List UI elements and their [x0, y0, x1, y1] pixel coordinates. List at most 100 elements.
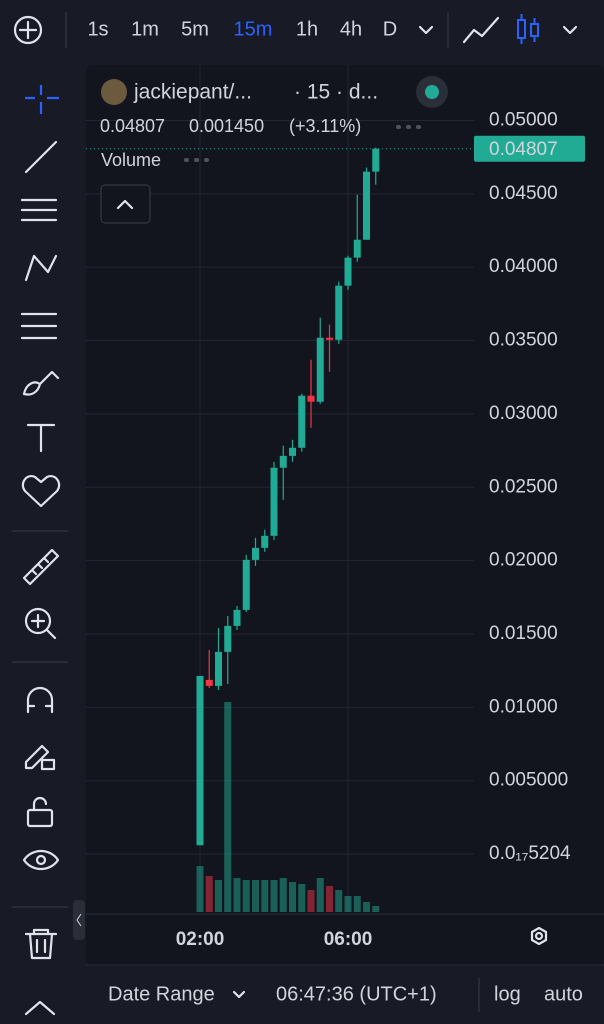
volume-bar: [298, 884, 306, 912]
status-dot: [425, 85, 439, 99]
price-tick-label: 0.04500: [489, 183, 558, 204]
interval-button[interactable]: 1s: [87, 18, 108, 40]
date-range[interactable]: Date Range: [108, 983, 215, 1005]
volume-bar: [224, 702, 232, 912]
candle-body: [353, 239, 361, 258]
candle-body: [261, 535, 269, 548]
chart-panel: [86, 65, 604, 965]
price-tick-label: 0.05000: [489, 109, 558, 130]
collapse-icon: [76, 913, 82, 927]
candle-body: [279, 455, 287, 468]
volume-bar: [196, 866, 204, 912]
lock-icon: [40, 758, 56, 771]
legend-change: 0.001450: [189, 116, 264, 136]
crosshair-tool[interactable]: [25, 85, 59, 114]
time-tick-label: 06:00: [324, 929, 373, 950]
remove-tool[interactable]: [24, 928, 58, 960]
interval-button[interactable]: 4h: [340, 18, 362, 40]
candle-body: [326, 337, 333, 340]
price-tick-label: 0.005000: [489, 770, 568, 791]
interval-button[interactable]: 1m: [131, 18, 159, 40]
zoom-icon: [30, 613, 57, 640]
candle-body: [252, 547, 259, 560]
lock-drawing-tool[interactable]: [24, 744, 50, 770]
horizontal-lines-tool[interactable]: [20, 198, 58, 222]
last-price-label: 0.04807: [489, 139, 558, 160]
chart-type-menu[interactable]: [562, 25, 578, 35]
zoom-tool[interactable]: [24, 607, 52, 635]
legend-close: 0.04807: [100, 116, 165, 136]
candle-body: [270, 467, 278, 536]
volume-bar: [279, 878, 287, 912]
symbol[interactable]: jackiepant/...: [133, 81, 252, 104]
ruler-tool[interactable]: [22, 548, 60, 586]
grid: [86, 65, 474, 912]
candle-body: [205, 679, 213, 686]
plot: [86, 147, 474, 912]
more-tools[interactable]: [24, 1000, 56, 1016]
collapse-sidebar[interactable]: [73, 900, 85, 940]
symbol-avatar: [101, 79, 127, 105]
text-tool[interactable]: [26, 423, 56, 453]
candle-body: [307, 395, 315, 402]
collapse-legend-icon: [116, 199, 134, 210]
volume-bar: [353, 896, 361, 912]
volume-bar: [372, 906, 380, 912]
unlock-icon: [32, 796, 48, 812]
magnet-tool[interactable]: [26, 686, 54, 714]
line-chart-button[interactable]: [462, 16, 500, 44]
volume-bar: [270, 880, 278, 912]
candle-body: [224, 625, 232, 652]
interval-button[interactable]: 15m: [234, 18, 273, 40]
price-tick-label: 0.01000: [489, 696, 558, 717]
interval-button[interactable]: D: [383, 18, 397, 40]
candle-body: [233, 609, 241, 626]
unlock-tool[interactable]: [26, 808, 54, 828]
price-tick-label: 0.02500: [489, 476, 558, 497]
brush-tool[interactable]: [22, 370, 60, 396]
volume-bar: [335, 890, 343, 912]
collapse-legend[interactable]: [100, 184, 151, 224]
interval-button[interactable]: 1h: [296, 18, 318, 40]
interval-button[interactable]: 5m: [181, 18, 209, 40]
volume-bar: [326, 886, 333, 912]
auto-toggle[interactable]: auto: [544, 983, 583, 1005]
top-toolbar: [13, 12, 578, 48]
favorites-tool[interactable]: [21, 475, 61, 508]
sidebar: [12, 85, 68, 1016]
volume-bar: [242, 880, 250, 912]
volume-bar: [233, 878, 241, 912]
settings-button[interactable]: [530, 926, 548, 946]
projection-tool[interactable]: [20, 312, 58, 340]
interval-menu[interactable]: [418, 25, 434, 35]
price-tick-label: 0.0₁₇5204: [489, 843, 571, 864]
trend-line-tool[interactable]: [24, 140, 58, 174]
volume-bar: [205, 876, 213, 912]
candle-body: [316, 337, 324, 402]
candle-body: [242, 559, 250, 610]
add-button[interactable]: [13, 15, 43, 45]
price-tick-label: 0.02000: [489, 550, 558, 571]
volume-bar: [215, 880, 222, 912]
candle-body: [215, 651, 222, 686]
add-icon: [18, 20, 38, 40]
candle-body: [298, 395, 306, 448]
log-toggle[interactable]: log: [494, 983, 521, 1005]
hide-tool[interactable]: [22, 849, 60, 871]
date-range-menu: [232, 990, 246, 999]
clock[interactable]: 06:47:36 (UTC+1): [276, 983, 437, 1005]
volume-bar: [289, 882, 296, 912]
pattern-tool[interactable]: [24, 254, 58, 282]
candle-chart-button[interactable]: [517, 14, 539, 44]
price-tick-label: 0.04000: [489, 256, 558, 277]
candle-body: [196, 675, 204, 846]
candle-body: [372, 148, 380, 172]
last-price-badge: [474, 135, 585, 162]
candle-body: [363, 171, 370, 240]
volume-bar: [252, 880, 259, 912]
candle-body: [289, 447, 296, 456]
candle-body: [335, 285, 343, 340]
price-tick-label: 0.03000: [489, 403, 558, 424]
